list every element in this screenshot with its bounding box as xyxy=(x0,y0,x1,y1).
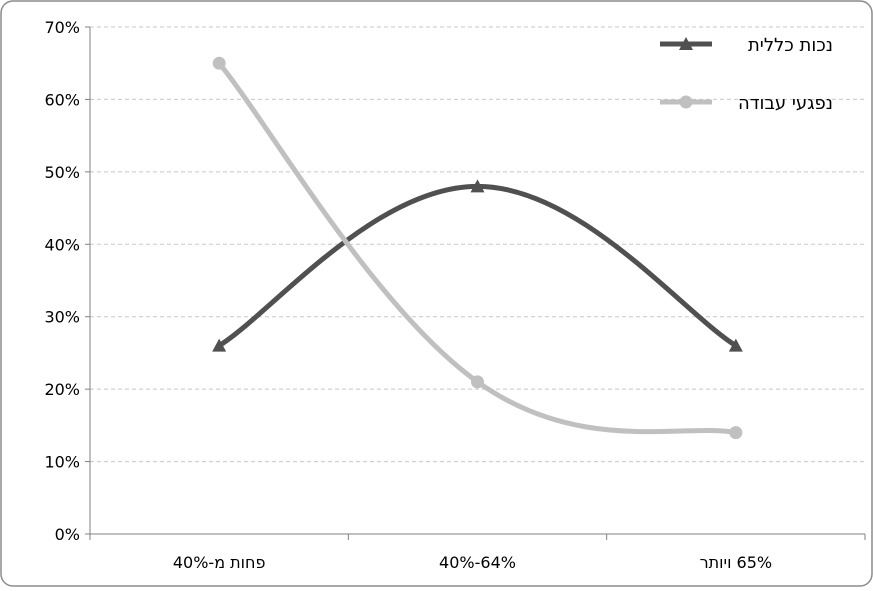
series-2 xyxy=(212,56,743,440)
axes xyxy=(89,27,865,535)
data-point xyxy=(471,375,484,389)
x-tick-label: 64%-40% xyxy=(439,553,516,572)
data-point xyxy=(212,56,226,70)
y-tick-label: 30% xyxy=(44,308,80,327)
legend-label: נפגעי עבודה xyxy=(738,93,833,114)
legend-item: נפגעי עבודה xyxy=(660,93,833,114)
x-tick-label: 65% ויותר xyxy=(700,553,773,572)
y-axis-ticks: 0% 10% 20% 30% 40% 50% 60% 70% xyxy=(44,18,90,544)
data-point xyxy=(729,426,743,440)
y-tick-label: 0% xyxy=(55,525,80,544)
gridlines xyxy=(90,26,865,463)
series-group xyxy=(212,56,743,440)
data-point xyxy=(470,179,485,193)
y-tick-label: 70% xyxy=(44,18,80,37)
series-line xyxy=(216,60,739,436)
legend-swatch-marker xyxy=(679,95,693,109)
legend-item: נכות כללית xyxy=(660,35,833,56)
legend-swatch-marker xyxy=(679,37,693,50)
x-tick-label: פחות מ-40% xyxy=(173,553,266,572)
y-tick-label: 50% xyxy=(44,163,80,182)
data-point xyxy=(212,338,227,352)
series-1 xyxy=(212,179,743,352)
y-tick-label: 40% xyxy=(44,235,80,254)
legend-label: נכות כללית xyxy=(748,35,833,56)
x-axis-ticks: פחות מ-40% 64%-40% 65% ויותר xyxy=(89,534,866,572)
y-tick-label: 20% xyxy=(44,380,80,399)
y-tick-label: 60% xyxy=(44,90,80,109)
data-point xyxy=(728,338,743,352)
legend: נכות כללית נפגעי עבודה xyxy=(660,35,833,114)
y-tick-label: 10% xyxy=(44,453,80,472)
